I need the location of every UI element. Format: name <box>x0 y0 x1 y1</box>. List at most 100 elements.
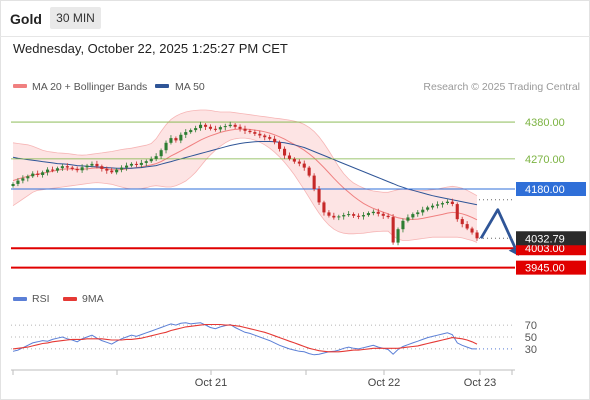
candle-body <box>179 134 183 141</box>
candle-body <box>11 184 15 186</box>
candle-body <box>223 126 227 128</box>
legend-label-ma50: MA 50 <box>175 81 205 93</box>
rsi-legend: RSI 9MA <box>13 293 104 305</box>
candle-body <box>258 133 262 136</box>
chart-datetime: Wednesday, October 22, 2025 1:25:27 PM C… <box>13 41 288 56</box>
candle-body <box>431 205 435 208</box>
candle-body <box>100 166 104 169</box>
x-axis: Oct 21 Oct 22 Oct 23 <box>11 369 515 389</box>
candle-body <box>475 232 479 239</box>
last-price-tag <box>516 231 586 246</box>
candle-body <box>46 169 50 173</box>
candle-body <box>440 203 444 205</box>
rsi-tick-50: 50 <box>525 332 537 344</box>
level-label-1: 4270.00 <box>525 154 565 166</box>
candle-body <box>465 224 469 229</box>
level-label-3: 4003.00 <box>525 243 565 255</box>
candle-body <box>278 142 282 149</box>
candle-body <box>268 137 272 139</box>
level-tag-2 <box>516 182 586 196</box>
candle-body <box>376 211 380 214</box>
legend-label-bollinger: MA 20 + Bollinger Bands <box>32 81 147 93</box>
candle-body <box>337 216 341 218</box>
candle-body <box>41 172 45 175</box>
candle-body <box>194 128 198 131</box>
candle-body <box>238 126 242 129</box>
candle-body <box>213 128 217 130</box>
x-tick-label-2: Oct 23 <box>464 377 496 389</box>
legend-swatch-ma50 <box>155 84 169 88</box>
timeframe-badge[interactable]: 30 MIN <box>50 7 101 29</box>
rsi-tick-30: 30 <box>525 344 537 356</box>
candle-body <box>233 124 237 127</box>
candle-body <box>381 213 385 216</box>
candle-body <box>204 124 208 127</box>
x-tick-label-0: Oct 21 <box>195 377 227 389</box>
ma50-line <box>12 141 478 206</box>
rsi-tick-70: 70 <box>525 320 537 332</box>
candle-body <box>208 126 212 129</box>
candle-body <box>470 228 474 233</box>
symbol-title: Gold <box>10 11 42 27</box>
candle-body <box>406 217 410 221</box>
candle-body <box>31 173 35 177</box>
candle-body <box>51 169 55 171</box>
level-label-0: 4380.00 <box>525 117 565 129</box>
candle-body <box>391 217 395 243</box>
candle-body <box>95 163 99 167</box>
candle-body <box>199 124 203 129</box>
candle-body <box>70 167 74 169</box>
level-label-4: 3945.00 <box>525 263 565 275</box>
last-price-label: 4032.79 <box>525 233 565 245</box>
candle-body <box>154 156 158 159</box>
candle-body <box>332 215 336 218</box>
candle-body <box>371 211 375 214</box>
candles-layer <box>11 121 479 246</box>
rsi-9ma-line <box>12 323 478 353</box>
candle-body <box>455 204 459 220</box>
candle-body <box>426 207 430 210</box>
copyright-text: Research © 2025 Trading Central <box>423 81 580 93</box>
chart-header: Gold 30 MIN <box>0 0 590 37</box>
candle-body <box>357 215 361 217</box>
candle-body <box>342 215 346 217</box>
candle-body <box>159 150 163 157</box>
candle-body <box>134 163 138 165</box>
candle-body <box>273 138 277 143</box>
candle-body <box>312 175 316 189</box>
candle-body <box>60 166 64 169</box>
candle-body <box>110 170 114 173</box>
bollinger-lower-line <box>12 137 478 243</box>
candle-body <box>411 214 415 218</box>
candle-body <box>361 215 365 217</box>
candle-body <box>302 163 306 168</box>
candle-body <box>287 155 291 159</box>
candle-body <box>243 128 247 131</box>
candle-body <box>292 158 296 162</box>
candle-body <box>307 167 311 176</box>
candle-body <box>386 215 390 218</box>
candle-body <box>164 142 168 151</box>
candle-body <box>421 209 425 213</box>
candle-body <box>139 162 143 165</box>
bollinger-band-fill <box>13 110 477 243</box>
candle-body <box>416 212 420 215</box>
candle-body <box>327 212 331 216</box>
candle-body <box>36 173 40 175</box>
candle-body <box>253 132 257 134</box>
legend-label-rsi: RSI <box>32 293 50 305</box>
legend-swatch-9ma <box>63 297 77 301</box>
levels-layer <box>11 121 515 269</box>
candle-body <box>263 135 267 138</box>
candle-body <box>352 214 356 216</box>
candle-body <box>445 201 449 203</box>
candle-body <box>65 166 69 168</box>
candle-body <box>184 132 188 135</box>
candle-body <box>218 127 222 130</box>
candle-body <box>115 169 119 173</box>
candle-body <box>21 178 25 181</box>
candle-body <box>396 229 400 243</box>
level-labels-layer: 4380.00 4270.00 4180.00 4003.00 3945.00 4032.… <box>479 117 586 275</box>
